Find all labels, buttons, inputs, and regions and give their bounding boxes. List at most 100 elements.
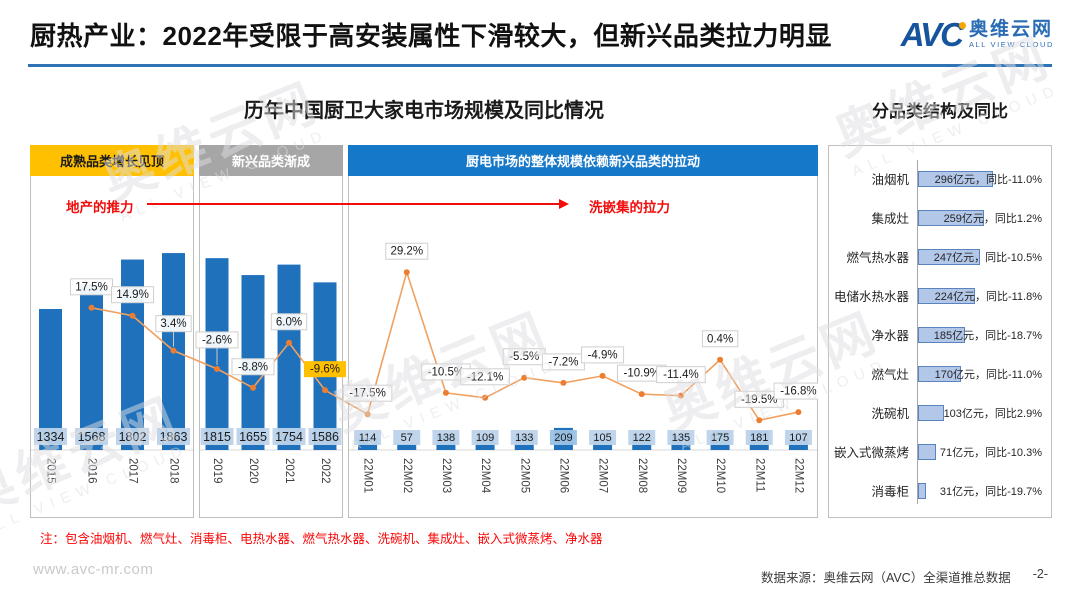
yoy-point [717,356,724,363]
category-bar-zone: 259亿元，同比1.2% [917,198,1046,237]
yoy-label-text: -10.9% [624,368,660,380]
bar-value-label: 57 [401,432,413,444]
yoy-point [599,372,606,379]
combo-chart-title: 历年中国厨卫大家电市场规模及同比情况 [244,100,604,122]
panel-header-label: 厨电市场的整体规模依赖新兴品类的拉动 [466,154,700,169]
page-title: 厨热产业：2022年受限于高安装属性下滑较大，但新兴品类拉力明显 [30,21,832,51]
x-tick-label: 2020 [247,458,259,484]
bar-value-box [308,428,342,445]
x-tick-label: 2016 [86,458,98,484]
yoy-point [88,304,95,311]
data-source: 数据来源：奥维云网（AVC）全渠道推总数据 [760,571,1011,585]
year-bar [80,284,103,450]
panel-header-label: 成熟品类增长见顶 [60,154,164,169]
x-tick-label: 22M12 [792,458,804,493]
x-tick-label: 2017 [127,458,139,484]
x-tick-label: 22M05 [518,458,530,493]
x-tick-label: 22M10 [714,458,726,493]
category-row: 嵌入式微蒸烤 71亿元，同比-10.3% [829,432,1046,471]
x-tick-label: 22M09 [675,458,687,493]
yoy-point [442,389,449,396]
year-bar [121,259,144,450]
panel-header-label: 新兴品类渐成 [232,154,310,169]
annotation-arrow-head-icon [559,198,569,209]
bar-value-label: 1334 [37,430,65,444]
category-row: 电储水热水器 224亿元，同比-11.8% [829,276,1046,315]
bar-value-box [393,430,421,445]
category-chart-title: 分品类结构及同比 [872,102,1008,121]
yoy-label-highlighted [304,361,346,378]
category-value-label: 247亿元，同比-10.5% [933,251,1042,264]
yoy-label-box [155,315,192,333]
category-row: 燃气灶 170亿元，同比-11.0% [829,354,1046,393]
bar-value-box [589,430,617,445]
yoy-label-box [270,313,308,331]
category-value-label: 103亿元，同比2.9% [943,407,1042,420]
category-value-label: 170亿元，同比-11.0% [934,368,1042,381]
logo-orange-dot-icon [958,22,966,29]
category-bar-zone: 247亿元，同比-10.5% [917,237,1046,276]
yoy-label-box [656,366,706,384]
bar-value-box [157,428,190,445]
yoy-label-text: -16.8% [780,386,816,398]
yoy-point [638,391,645,398]
category-bar-zone: 224亿元，同比-11.8% [917,276,1046,315]
category-row: 消毒柜 31亿元，同比-19.7% [829,471,1046,510]
yoy-point [214,365,220,372]
bar-value-label: 122 [633,432,651,444]
avc-logo-text: 奥维云网 ALL VIEW CLOUD [968,18,1054,49]
yoy-label-box [385,242,429,260]
x-tick-label: 2021 [283,458,295,484]
bar-value-label: 105 [593,432,611,444]
category-label: 嵌入式微蒸烤 [833,446,909,460]
bar-value-label: 135 [672,432,690,444]
market-trend-chart: 成熟品类增长见顶 1334 2015 1568 2016 1802 2017 1863 2018… [30,145,818,518]
logo-cn: 奥维云网 [968,18,1053,40]
yoy-label-box [111,286,154,304]
annotation-arrow-line [147,203,561,205]
category-bar-zone: 170亿元，同比-11.0% [917,354,1046,393]
yoy-point [286,339,292,346]
category-bar-zone: 296亿元，同比-11.0% [917,159,1046,198]
category-bar [918,170,993,187]
category-row: 油烟机 296亿元，同比-11.0% [829,159,1046,198]
yoy-point [403,269,410,276]
category-bar [918,287,975,304]
year-bar [39,308,62,450]
bar-value-label: 114 [359,432,377,444]
x-tick-label: 2018 [168,458,180,484]
category-label: 油烟机 [871,173,909,187]
annotation-emerging-pull: 洗嵌集的拉力 [589,200,670,215]
x-tick-label: 22M08 [636,458,648,493]
panel-header-band [348,145,818,176]
category-value-label: 31亿元，同比-19.7% [939,485,1042,498]
category-row: 净水器 185亿元，同比-18.7% [829,315,1046,354]
bar-value-label: 1815 [203,430,231,444]
yoy-label-box [773,382,818,400]
annotation-real-estate-push: 地产的推力 [66,200,134,215]
bar-value-label: 175 [711,432,729,444]
bar-value-label: 1754 [275,430,303,444]
category-bar [918,443,936,460]
yoy-label-text: -11.4% [663,369,699,381]
website-url: www.avc-mr.com [33,561,154,578]
bar-value-box [236,428,270,445]
bar-value-box [471,430,499,445]
category-bar [918,365,961,382]
category-bar-zone: 185亿元，同比-18.7% [917,315,1046,354]
yoy-label-text: 6.0% [276,316,302,328]
yoy-label-text: -10.5% [428,366,464,378]
bar-value-box [354,430,382,445]
x-tick-label: 22M02 [401,458,413,493]
category-label: 洗碗机 [871,407,909,421]
category-row: 燃气热水器 247亿元，同比-10.5% [829,237,1046,276]
yoy-point [795,409,802,416]
bar-value-box [667,430,695,445]
category-rows: 油烟机 296亿元，同比-11.0% 集成灶 259亿元，同比1.2% 燃气热水器 247… [829,159,1046,510]
category-value-label: 296亿元，同比-11.0% [934,173,1042,186]
bar-value-box [34,428,67,445]
yoy-point [322,387,328,394]
yoy-label-box [701,330,739,348]
yoy-label-box [195,331,239,349]
yoy-label-text: -4.9% [588,349,618,361]
